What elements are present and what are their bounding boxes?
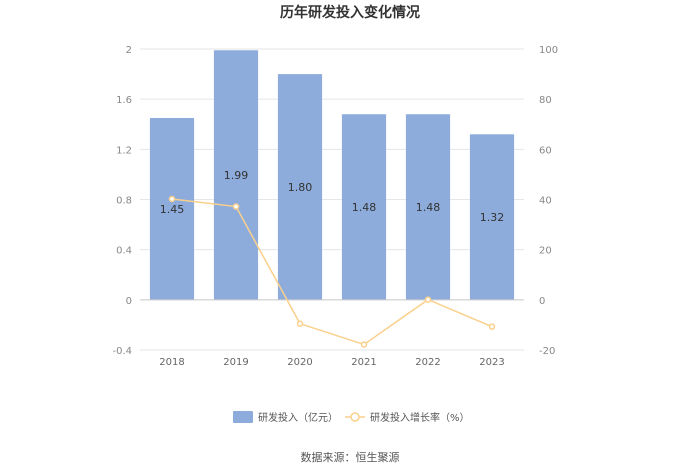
right-tick-label: 60 bbox=[539, 145, 552, 156]
growth-point-2020 bbox=[296, 320, 304, 327]
legend-bar-swatch bbox=[233, 411, 253, 423]
data-source: 数据来源：恒生聚源 bbox=[301, 450, 400, 464]
bar-label-2021: 1.48 bbox=[352, 201, 377, 214]
bar-2019 bbox=[213, 50, 259, 300]
bar-2020 bbox=[277, 74, 323, 300]
left-tick-label: -0.4 bbox=[112, 346, 132, 357]
right-axis: 100 80 60 40 20 0 -20 bbox=[539, 45, 558, 357]
right-tick-label: -20 bbox=[539, 346, 555, 357]
growth-point-2022 bbox=[424, 296, 432, 303]
left-tick-label: 2 bbox=[126, 45, 132, 56]
growth-point-2019 bbox=[232, 203, 240, 210]
bar-label-2018: 1.45 bbox=[160, 203, 185, 216]
x-tick-label: 2022 bbox=[415, 357, 440, 368]
chart-title: 历年研发投入变化情况 bbox=[280, 4, 420, 21]
left-tick-label: 1.6 bbox=[116, 95, 132, 106]
x-tick-label: 2020 bbox=[287, 357, 312, 368]
x-tick-label: 2021 bbox=[351, 357, 376, 368]
growth-rate-line bbox=[171, 198, 493, 346]
bar-series bbox=[149, 50, 515, 300]
x-tick-label: 2023 bbox=[479, 357, 504, 368]
left-tick-label: 1.2 bbox=[116, 145, 132, 156]
legend-bar-label: 研发投入（亿元） bbox=[258, 411, 338, 424]
left-tick-label: 0 bbox=[126, 296, 132, 307]
growth-point-2021 bbox=[360, 341, 368, 348]
bar-label-2023: 1.32 bbox=[480, 211, 505, 224]
right-tick-label: 0 bbox=[539, 296, 545, 307]
x-tick-label: 2019 bbox=[223, 357, 248, 368]
right-tick-label: 100 bbox=[539, 45, 558, 56]
bar-2021 bbox=[341, 114, 387, 300]
right-tick-label: 20 bbox=[539, 246, 552, 257]
left-axis: 2 1.6 1.2 0.8 0.4 0 -0.4 bbox=[112, 45, 132, 357]
x-axis-labels: 2018 2019 2020 2021 2022 2023 bbox=[159, 357, 504, 368]
gridlines bbox=[140, 48, 524, 351]
bar-label-2019: 1.99 bbox=[224, 169, 249, 182]
bar-data-labels: 1.45 1.99 1.80 1.48 1.48 1.32 bbox=[160, 169, 505, 224]
left-tick-label: 0.4 bbox=[116, 246, 132, 257]
x-tick-label: 2018 bbox=[159, 357, 184, 368]
bar-label-2020: 1.80 bbox=[288, 181, 313, 194]
bar-2022 bbox=[405, 114, 451, 300]
right-tick-label: 40 bbox=[539, 196, 552, 207]
legend-line-label: 研发投入增长率（%） bbox=[370, 411, 470, 424]
legend-line-marker bbox=[350, 412, 360, 422]
right-tick-label: 80 bbox=[539, 95, 552, 106]
line-series bbox=[168, 195, 496, 348]
bar-2023 bbox=[469, 134, 515, 300]
growth-point-2018 bbox=[168, 195, 176, 203]
bar-label-2022: 1.48 bbox=[416, 201, 441, 214]
bar-2018 bbox=[149, 117, 195, 300]
growth-point-2023 bbox=[488, 323, 496, 330]
legend: 研发投入（亿元） 研发投入增长率（%） bbox=[233, 411, 470, 424]
left-tick-label: 0.8 bbox=[116, 196, 132, 207]
